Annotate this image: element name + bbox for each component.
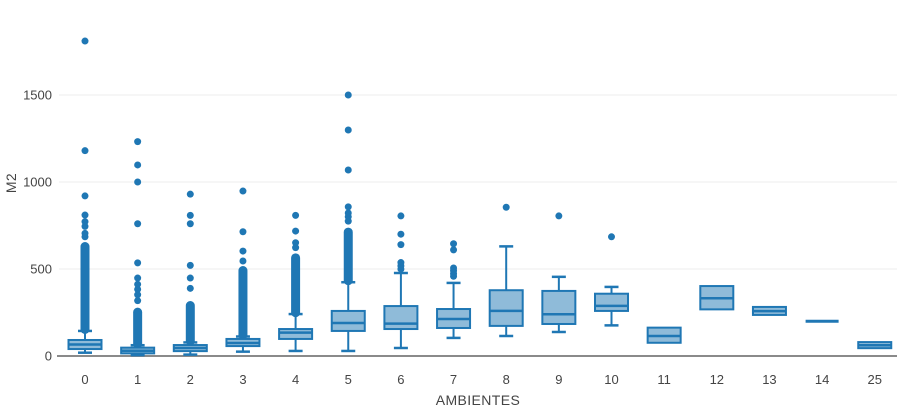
box-5-outlier-column[interactable] bbox=[343, 227, 353, 286]
box-3-outlier-dot[interactable] bbox=[239, 228, 247, 236]
box-6-outlier-dot[interactable] bbox=[397, 230, 405, 238]
box-1-outlier-dot[interactable] bbox=[134, 178, 142, 186]
box-5-iqr-box[interactable] bbox=[330, 309, 366, 332]
box-2-outlier-column[interactable] bbox=[185, 301, 195, 346]
box-5-outlier-dot[interactable] bbox=[344, 91, 352, 99]
box-0-outlier-dot[interactable] bbox=[81, 218, 89, 226]
x-tick-label: 25 bbox=[868, 372, 882, 387]
box-1-outlier-dot[interactable] bbox=[134, 259, 142, 267]
box-10-iqr-box[interactable] bbox=[594, 292, 629, 312]
x-tick-label: 10 bbox=[604, 372, 618, 387]
box-3-outlier-dot[interactable] bbox=[239, 257, 247, 265]
box-9-outlier-dot[interactable] bbox=[555, 212, 563, 220]
box-3-outlier-column[interactable] bbox=[238, 266, 248, 340]
box-1-outlier-dot[interactable] bbox=[134, 291, 142, 299]
box-0-outlier-dot[interactable] bbox=[81, 211, 89, 219]
box-4-iqr-box[interactable] bbox=[278, 328, 314, 340]
box-4-outlier-dot[interactable] bbox=[292, 227, 300, 235]
box-0-outlier-dot[interactable] bbox=[81, 37, 89, 45]
box-8-outlier-dot[interactable] bbox=[502, 203, 510, 211]
box-4-outlier-dot[interactable] bbox=[292, 244, 300, 252]
box-2-outlier-dot[interactable] bbox=[186, 211, 194, 219]
box-4-outlier-dot[interactable] bbox=[292, 239, 300, 247]
box-7-outlier-dot[interactable] bbox=[450, 264, 458, 272]
box-1-outlier-dot[interactable] bbox=[134, 274, 142, 282]
y-tick-label: 1000 bbox=[23, 175, 52, 190]
x-tick-label: 1 bbox=[134, 372, 141, 387]
box-3-outlier-dot[interactable] bbox=[239, 187, 247, 195]
x-tick-label: 2 bbox=[187, 372, 194, 387]
x-tick-label: 8 bbox=[503, 372, 510, 387]
box-6-iqr-box[interactable] bbox=[383, 305, 419, 331]
box-1-outlier-dot[interactable] bbox=[134, 220, 142, 228]
box-5-outlier-dot[interactable] bbox=[344, 203, 352, 211]
box-4-outlier-column[interactable] bbox=[291, 253, 301, 318]
box-6-outlier-dot[interactable] bbox=[397, 259, 405, 267]
y-tick-label: 0 bbox=[45, 349, 52, 364]
x-tick-label: 5 bbox=[345, 372, 352, 387]
box-2-outlier-dot[interactable] bbox=[186, 284, 194, 292]
box-5-outlier-dot[interactable] bbox=[344, 209, 352, 217]
x-axis-title: AMBIENTES bbox=[435, 392, 521, 408]
y-tick-label: 1500 bbox=[23, 88, 52, 103]
box-1-outlier-dot[interactable] bbox=[134, 280, 142, 288]
box-4-outlier-dot[interactable] bbox=[292, 211, 300, 219]
x-tick-label: 6 bbox=[397, 372, 404, 387]
y-axis-title: M2 bbox=[3, 172, 20, 194]
x-tick-label: 0 bbox=[81, 372, 88, 387]
x-tick-label: 9 bbox=[555, 372, 562, 387]
box-1-outlier-dot[interactable] bbox=[134, 285, 142, 293]
box-7-outlier-dot[interactable] bbox=[450, 246, 458, 254]
box-8-iqr-box[interactable] bbox=[488, 289, 524, 327]
box-2-outlier-dot[interactable] bbox=[186, 274, 194, 282]
box-9-iqr-box[interactable] bbox=[541, 289, 577, 325]
box-0-outlier-dot[interactable] bbox=[81, 192, 89, 200]
box-6-outlier-dot[interactable] bbox=[397, 212, 405, 220]
box-0-outlier-dot[interactable] bbox=[81, 229, 89, 237]
x-tick-label: 11 bbox=[657, 372, 671, 387]
x-tick-label: 7 bbox=[450, 372, 457, 387]
box-5-outlier-dot[interactable] bbox=[344, 166, 352, 174]
x-tick-label: 3 bbox=[239, 372, 246, 387]
box-3-outlier-dot[interactable] bbox=[239, 247, 247, 255]
box-10-outlier-dot[interactable] bbox=[608, 233, 615, 241]
box-0-outlier-column[interactable] bbox=[80, 242, 90, 334]
x-tick-label: 12 bbox=[710, 372, 724, 387]
box-1-outlier-column[interactable] bbox=[133, 307, 143, 349]
x-tick-label: 4 bbox=[292, 372, 299, 387]
x-tick-label: 13 bbox=[762, 372, 776, 387]
box-5-outlier-dot[interactable] bbox=[344, 126, 352, 134]
box-1-outlier-dot[interactable] bbox=[134, 161, 142, 169]
box-2-outlier-dot[interactable] bbox=[186, 220, 194, 228]
box-1-outlier-dot[interactable] bbox=[134, 297, 142, 305]
box-6-outlier-dot[interactable] bbox=[397, 241, 405, 249]
box-1-outlier-dot[interactable] bbox=[134, 138, 142, 146]
box-7-outlier-dot[interactable] bbox=[450, 240, 458, 248]
x-tick-label: 14 bbox=[815, 372, 829, 387]
y-tick-label: 500 bbox=[30, 262, 52, 277]
box-0-outlier-dot[interactable] bbox=[81, 147, 89, 155]
box-2-outlier-dot[interactable] bbox=[186, 261, 194, 269]
box-2-outlier-dot[interactable] bbox=[186, 190, 194, 198]
